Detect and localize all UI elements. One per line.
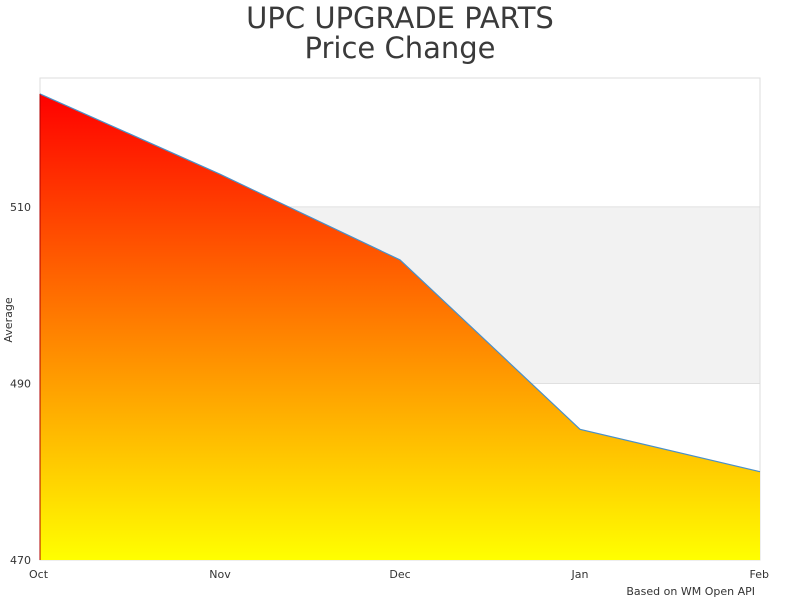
chart-title-line-1: UPC UPGRADE PARTS [246,1,554,35]
y-axis-ticks: 470 490 510 [10,201,31,567]
x-tick-label: Feb [750,568,769,581]
x-tick-label: Dec [389,568,410,581]
y-axis-label: Average [2,297,15,342]
y-tick-label: 470 [10,554,31,567]
x-axis-ticks: Oct Nov Dec Jan Feb [29,568,769,581]
x-tick-label: Nov [209,568,231,581]
area-series-line [39,93,761,473]
y-tick-label: 510 [10,201,31,214]
chart-title-line-2: Price Change [305,31,496,65]
y-tick-label: 490 [10,377,31,390]
credit-text: Based on WM Open API [626,585,755,598]
x-tick-label: Jan [571,568,589,581]
area-series-fill [40,93,760,561]
x-tick-label: Oct [29,568,49,581]
